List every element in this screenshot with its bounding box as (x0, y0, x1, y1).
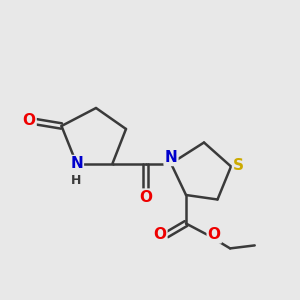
Text: S: S (233, 158, 244, 172)
Text: O: O (153, 227, 167, 242)
Text: N: N (165, 150, 177, 165)
Text: H: H (71, 173, 81, 187)
Text: O: O (208, 227, 221, 242)
Text: N: N (70, 156, 83, 171)
Text: O: O (139, 190, 152, 205)
Text: O: O (22, 113, 36, 128)
